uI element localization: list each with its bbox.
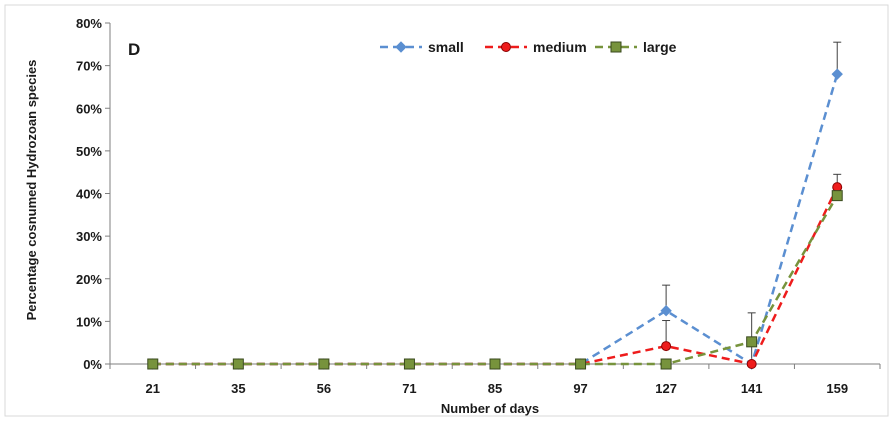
legend-label-small: small [428,39,464,55]
data-point-large [575,358,587,370]
y-axis-title: Percentage cosnumed Hydrozoan species [24,60,39,321]
legend-label-large: large [643,39,677,55]
x-tick-label: 85 [488,381,502,396]
legend-marker-small [395,41,407,53]
y-tick-label: 30% [76,229,102,244]
chart-border [4,4,889,417]
legend-marker-large [610,41,622,53]
data-point-large [403,358,415,370]
y-tick-label: 0% [83,357,102,372]
x-tick-label: 35 [231,381,245,396]
y-tick-label: 50% [76,144,102,159]
data-point-small [831,68,843,80]
x-tick-label: 97 [573,381,587,396]
data-point-large [831,190,843,202]
x-tick-label: 127 [655,381,677,396]
y-tick-label: 10% [76,314,102,329]
x-tick-label: 159 [826,381,848,396]
y-tick-label: 20% [76,272,102,287]
legend: small medium large [380,39,677,55]
x-tick-label: 141 [741,381,763,396]
data-point-large [660,358,672,370]
data-point-medium [746,359,757,369]
data-point-large [746,336,758,348]
y-tick-label: 60% [76,101,102,116]
x-tick-label: 21 [146,381,160,396]
data-point-large [232,358,244,370]
y-tick-label: 40% [76,187,102,202]
data-point-medium [661,341,672,352]
legend-label-medium: medium [533,39,587,55]
data-point-large [489,358,501,370]
x-axis-title: Number of days [441,401,539,416]
data-point-large [318,358,330,370]
data-point-large [147,358,159,370]
x-tick-label: 56 [317,381,331,396]
panel-label: D [128,40,140,59]
y-tick-label: 80% [76,16,102,31]
series-markers [147,68,843,370]
data-point-small [660,305,672,317]
y-tick-label: 70% [76,59,102,74]
legend-marker-medium [501,42,511,52]
x-tick-label: 71 [402,381,416,396]
